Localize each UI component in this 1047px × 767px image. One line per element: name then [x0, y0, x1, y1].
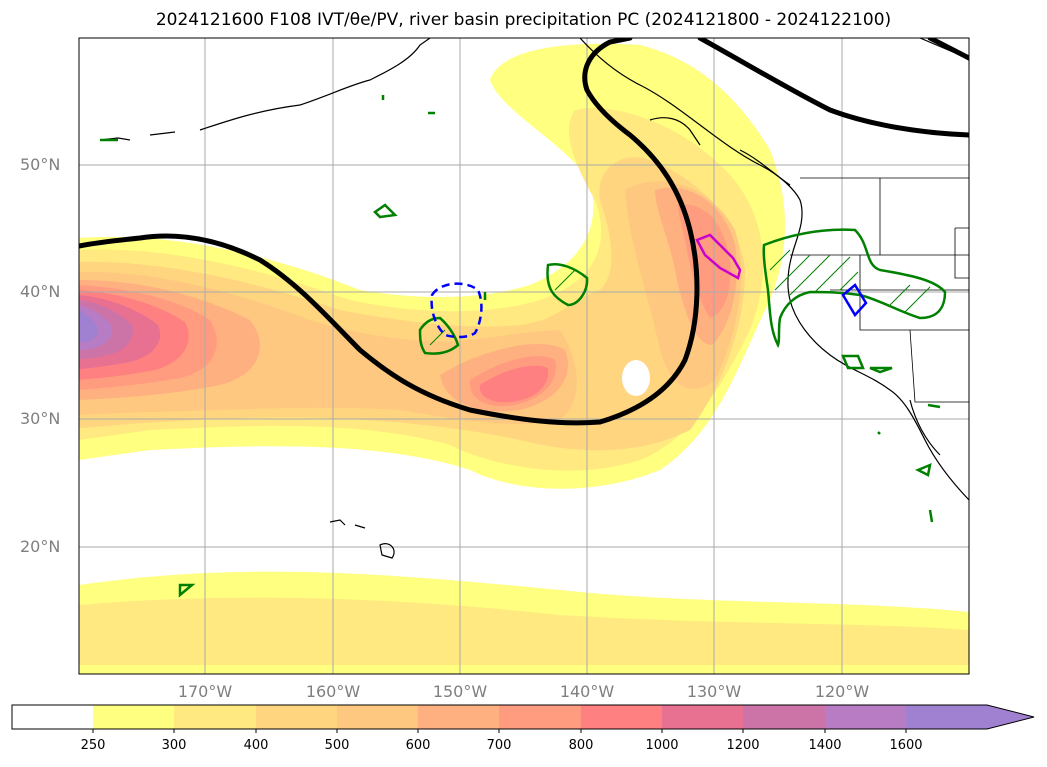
green-precip-regions: [100, 95, 947, 598]
lat-label-50n: 50°N: [20, 155, 61, 174]
lat-label-30n: 30°N: [20, 409, 61, 428]
ivt-level-1600: [79, 310, 99, 342]
political-borders: [790, 177, 969, 403]
map-frame: [78, 37, 970, 675]
ivt-south-band-inner: [79, 597, 969, 665]
colorbar-label: 250: [80, 738, 106, 753]
colorbar-label: 1200: [726, 738, 760, 753]
lon-label-120w: 120°W: [814, 682, 870, 701]
colorbar-label: 700: [486, 738, 512, 753]
ivt-shading: [79, 43, 969, 674]
lon-label-140w: 140°W: [559, 682, 615, 701]
colorbar-label: 1000: [645, 738, 679, 753]
colorbar-extend-arrow: [987, 705, 1034, 729]
colorbar-label: 300: [161, 738, 187, 753]
colorbar-label: 1400: [808, 738, 842, 753]
ivt-level-800-mid: [479, 365, 549, 403]
lon-label-130w: 130°W: [686, 682, 742, 701]
colorbar: [11, 704, 1035, 733]
green-hatch: [429, 249, 931, 346]
lat-label-20n: 20°N: [20, 537, 61, 556]
blue-region: [841, 283, 868, 318]
ivt-hole: [622, 360, 650, 396]
colorbar-label: 400: [243, 738, 269, 753]
colorbar-label: 600: [405, 738, 431, 753]
colorbar-label: 1600: [889, 738, 923, 753]
magenta-region: [695, 233, 742, 280]
lon-label-160w: 160°W: [305, 682, 361, 701]
coastlines: [99, 38, 969, 559]
colorbar-label: 500: [324, 738, 350, 753]
lon-label-170w: 170°W: [177, 682, 233, 701]
colorbar-label: 800: [568, 738, 594, 753]
blue-dashed-region: [430, 282, 483, 339]
map-title: 2024121600 F108 IVT/θe/PV, river basin p…: [155, 10, 892, 30]
pv-contours: [79, 38, 969, 426]
lat-label-40n: 40°N: [20, 282, 61, 301]
lon-label-150w: 150°W: [432, 682, 488, 701]
